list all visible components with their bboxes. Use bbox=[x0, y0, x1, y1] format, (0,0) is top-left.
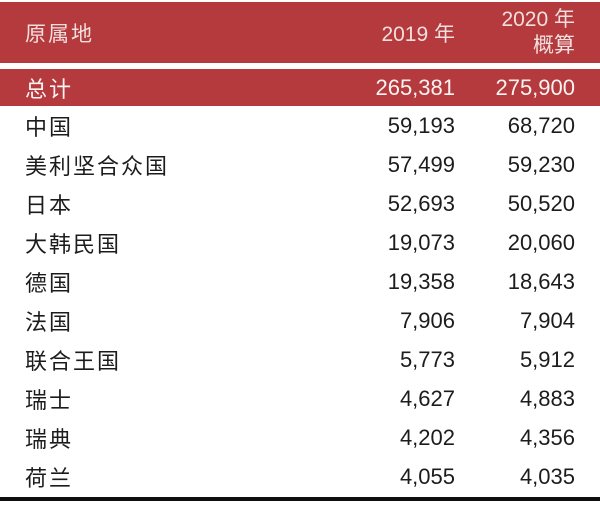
table-row-uk: 联合王国 5,773 5,912 bbox=[0, 340, 600, 379]
total-2019-value: 265,381 bbox=[375, 74, 455, 100]
row-2019-value: 57,499 bbox=[387, 151, 455, 177]
row-2019-value: 19,073 bbox=[387, 229, 455, 255]
row-label: 日本 bbox=[25, 192, 74, 218]
table-header-row: 原属地 2019 年 2020 年 概算 bbox=[0, 2, 600, 63]
col-header-2020: 2020 年 概算 bbox=[455, 7, 575, 59]
col-header-2020-year: 2020 年 bbox=[501, 7, 575, 31]
row-label: 瑞士 bbox=[25, 387, 74, 413]
row-label: 美利坚合众国 bbox=[25, 153, 170, 179]
row-label: 大韩民国 bbox=[25, 231, 122, 257]
row-2020-value: 20,060 bbox=[507, 229, 575, 255]
table-row-usa: 美利坚合众国 57,499 59,230 bbox=[0, 145, 600, 184]
row-2019-value: 52,693 bbox=[387, 190, 455, 216]
row-2019-value: 4,055 bbox=[399, 463, 455, 489]
row-2020-value: 68,720 bbox=[507, 112, 575, 138]
row-2019-value: 4,627 bbox=[399, 385, 455, 411]
total-label: 总计 bbox=[25, 76, 74, 102]
table-row-sweden: 瑞典 4,202 4,356 bbox=[0, 418, 600, 457]
row-2019-value: 5,773 bbox=[399, 346, 455, 372]
row-2020-value: 4,883 bbox=[519, 385, 575, 411]
table-bottom-rule bbox=[0, 497, 600, 501]
row-2019-value: 19,358 bbox=[387, 268, 455, 294]
row-2020-value: 7,904 bbox=[519, 307, 575, 333]
row-label: 瑞典 bbox=[25, 426, 74, 452]
row-2019-value: 7,906 bbox=[399, 307, 455, 333]
row-label: 联合王国 bbox=[25, 348, 122, 374]
total-2020-value: 275,900 bbox=[495, 74, 575, 100]
table-row-switzerland: 瑞士 4,627 4,883 bbox=[0, 379, 600, 418]
row-label: 德国 bbox=[25, 270, 74, 296]
col-header-2019: 2019 年 bbox=[381, 22, 455, 46]
row-2019-value: 59,193 bbox=[387, 112, 455, 138]
table-row-china: 中国 59,193 68,720 bbox=[0, 106, 600, 145]
row-label: 中国 bbox=[25, 114, 74, 140]
row-2019-value: 4,202 bbox=[399, 424, 455, 450]
table-row-japan: 日本 52,693 50,520 bbox=[0, 184, 600, 223]
table-row-korea: 大韩民国 19,073 20,060 bbox=[0, 223, 600, 262]
row-2020-value: 18,643 bbox=[507, 268, 575, 294]
row-label: 荷兰 bbox=[25, 465, 74, 491]
row-2020-value: 5,912 bbox=[519, 346, 575, 372]
row-2020-value: 4,356 bbox=[519, 424, 575, 450]
row-2020-value: 4,035 bbox=[519, 463, 575, 489]
table-row-france: 法国 7,906 7,904 bbox=[0, 301, 600, 340]
col-header-2020-estimate: 概算 bbox=[533, 33, 575, 57]
row-2020-value: 50,520 bbox=[507, 190, 575, 216]
total-row: 总计 265,381 275,900 bbox=[0, 69, 600, 106]
table-row-germany: 德国 19,358 18,643 bbox=[0, 262, 600, 301]
row-label: 法国 bbox=[25, 309, 74, 335]
col-header-origin: 原属地 bbox=[25, 21, 94, 46]
row-2020-value: 59,230 bbox=[507, 151, 575, 177]
table-row-netherlands: 荷兰 4,055 4,035 bbox=[0, 457, 600, 496]
